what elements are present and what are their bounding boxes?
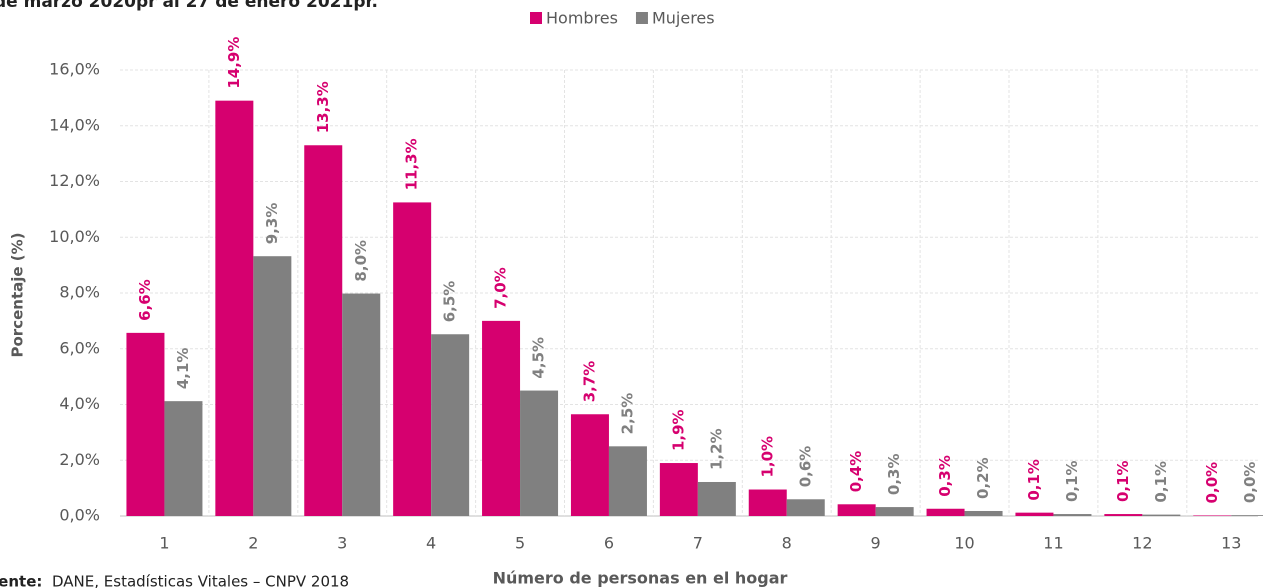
value-label: 0,3% [885, 453, 903, 495]
value-label: 0,1% [1063, 460, 1081, 502]
value-label: 1,0% [758, 436, 776, 478]
y-tick-label: 12,0% [49, 171, 100, 190]
value-label: 7,0% [492, 267, 510, 309]
bar [786, 499, 825, 516]
bar [1193, 515, 1232, 516]
bar [570, 414, 609, 516]
bar [1053, 514, 1092, 516]
bar [1142, 514, 1181, 516]
value-label: 6,5% [441, 281, 459, 323]
bar [1015, 512, 1054, 516]
x-axis-title: Número de personas en el hogar [493, 569, 788, 588]
x-tick-label: 8 [782, 534, 792, 553]
y-tick-label: 4,0% [59, 394, 100, 413]
chart-title: de marzo 2020pr al 27 de enero 2021pr. [0, 0, 378, 12]
value-label: 0,0% [1203, 462, 1221, 504]
bar [875, 507, 914, 516]
x-tick-label: 7 [693, 534, 703, 553]
y-tick-label: 14,0% [49, 115, 100, 134]
value-label: 8,0% [352, 240, 370, 282]
x-tick-label: 2 [248, 534, 258, 553]
x-tick-label: 12 [1132, 534, 1152, 553]
source-label: Fuente: [0, 573, 42, 588]
bar [520, 390, 559, 516]
value-label: 1,9% [669, 409, 687, 451]
y-tick-label: 2,0% [59, 450, 100, 469]
value-label: 0,6% [796, 446, 814, 488]
bar [126, 332, 165, 516]
bar [482, 320, 521, 516]
value-label: 14,9% [225, 37, 243, 89]
value-label: 13,3% [314, 81, 332, 133]
value-label: 0,1% [1114, 460, 1132, 502]
legend-swatch [635, 12, 648, 24]
bar [926, 508, 965, 516]
bar [393, 202, 432, 516]
x-tick-label: 1 [159, 534, 169, 553]
legend-label: Mujeres [652, 9, 715, 28]
value-label: 1,2% [707, 428, 725, 470]
bar [215, 100, 254, 516]
legend-swatch [530, 12, 542, 24]
bar [253, 256, 292, 516]
bar [837, 504, 876, 516]
value-label: 4,5% [530, 337, 548, 379]
legend-label: Hombres [546, 9, 618, 28]
value-label: 3,7% [580, 361, 598, 403]
bar [342, 293, 381, 516]
bar [431, 334, 470, 516]
bar [164, 401, 203, 516]
value-label: 11,3% [403, 138, 421, 190]
x-tick-label: 13 [1221, 534, 1241, 553]
x-tick-label: 11 [1043, 534, 1063, 553]
y-tick-label: 6,0% [59, 338, 100, 357]
value-label: 0,3% [936, 455, 954, 497]
value-label: 9,3% [263, 203, 281, 245]
value-label: 2,5% [618, 393, 636, 435]
source: DANE, Estadísticas Vitales – CNPV 2018 [52, 573, 349, 588]
bar [1104, 514, 1143, 516]
y-tick-label: 16,0% [49, 60, 100, 79]
bar [659, 463, 698, 516]
y-tick-label: 8,0% [59, 283, 100, 302]
x-tick-label: 6 [604, 534, 614, 553]
value-label: 0,4% [847, 451, 865, 493]
x-tick-label: 9 [871, 534, 881, 553]
bar [964, 510, 1003, 516]
x-tick-label: 3 [337, 534, 347, 553]
x-tick-label: 10 [954, 534, 974, 553]
bar [748, 489, 787, 516]
y-axis-title: Porcentaje (%) [9, 232, 27, 357]
y-tick-label: 10,0% [49, 227, 100, 246]
value-label: 0,1% [1025, 459, 1043, 501]
value-label: 6,6% [136, 279, 154, 321]
bar [304, 145, 343, 516]
value-label: 4,1% [174, 348, 192, 390]
bar [1231, 515, 1263, 516]
bar [608, 446, 647, 516]
value-label: 0,1% [1152, 461, 1170, 503]
y-tick-label: 0,0% [59, 506, 100, 525]
value-label: 0,0% [1241, 462, 1259, 504]
x-tick-label: 4 [426, 534, 436, 553]
x-tick-label: 5 [515, 534, 525, 553]
value-label: 0,2% [974, 457, 992, 499]
bar [697, 481, 736, 516]
